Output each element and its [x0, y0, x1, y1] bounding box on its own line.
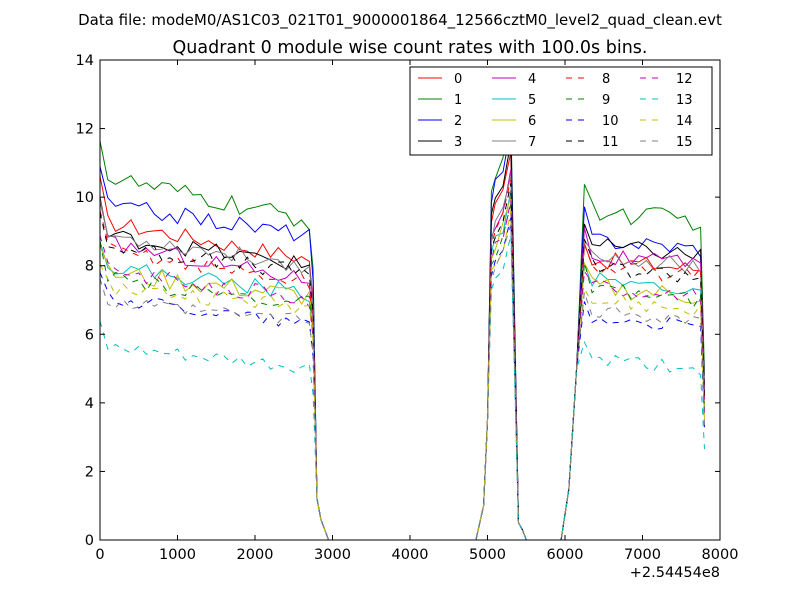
legend-label-15: 15: [676, 135, 693, 150]
series-line-15: [99, 224, 705, 541]
figure-suptitle: Data file: modeM0/AS1C03_021T01_90000018…: [78, 11, 722, 30]
x-tick-label: 8000: [702, 547, 739, 563]
x-tick-label: 1000: [159, 547, 196, 563]
legend-label-11: 11: [602, 135, 619, 150]
x-tick-label: 0: [95, 547, 104, 563]
legend-label-6: 6: [528, 114, 536, 129]
tick-layer: 0 1000 2000 3000 4000 5000 6000 7000 80000246810…: [76, 53, 739, 563]
y-tick-label: 4: [85, 396, 94, 412]
x-offset-label: +2.54454e8: [630, 565, 720, 581]
legend-label-7: 7: [528, 135, 536, 150]
legend-label-10: 10: [602, 114, 619, 129]
series-line-13: [99, 234, 705, 541]
series-line-2: [99, 128, 705, 541]
x-tick-label: 4000: [392, 547, 429, 563]
series-line-9: [99, 203, 705, 541]
legend-box: [409, 66, 713, 156]
legend-label-9: 9: [602, 93, 610, 108]
legend-label-8: 8: [602, 72, 610, 87]
y-tick-label: 6: [85, 327, 94, 343]
y-tick-label: 10: [76, 190, 94, 206]
legend-label-13: 13: [676, 93, 693, 108]
series-line-5: [99, 190, 705, 541]
series-line-8: [99, 179, 705, 541]
x-tick-label: 6000: [547, 547, 584, 563]
series-line-10: [99, 217, 705, 541]
y-tick-label: 12: [76, 122, 94, 138]
series-line-3: [99, 142, 705, 541]
x-tick-label: 5000: [469, 547, 506, 563]
y-tick-label: 8: [85, 259, 94, 275]
x-tick-label: 2000: [237, 547, 274, 563]
series-line-11: [99, 183, 705, 541]
legend-label-5: 5: [528, 93, 536, 108]
legend-label-3: 3: [454, 135, 462, 150]
series-line-14: [99, 210, 705, 541]
series-line-0: [99, 152, 705, 541]
y-tick-label: 2: [85, 464, 94, 480]
chart-title: Quadrant 0 module wise count rates with …: [173, 38, 648, 58]
series-line-6: [99, 196, 705, 541]
legend-label-4: 4: [528, 72, 536, 87]
legend-label-0: 0: [454, 72, 462, 87]
series-layer: [99, 114, 705, 541]
legend-label-1: 1: [454, 93, 462, 108]
legend-label-14: 14: [676, 114, 693, 129]
y-tick-label: 0: [85, 533, 94, 549]
series-line-12: [99, 200, 705, 541]
series-line-4: [99, 169, 705, 541]
x-tick-label: 3000: [314, 547, 351, 563]
legend-label-2: 2: [454, 114, 462, 129]
legend-label-12: 12: [676, 72, 693, 87]
series-line-1: [99, 114, 705, 541]
series-line-7: [99, 176, 705, 541]
x-tick-label: 7000: [624, 547, 661, 563]
y-tick-label: 14: [76, 53, 94, 69]
